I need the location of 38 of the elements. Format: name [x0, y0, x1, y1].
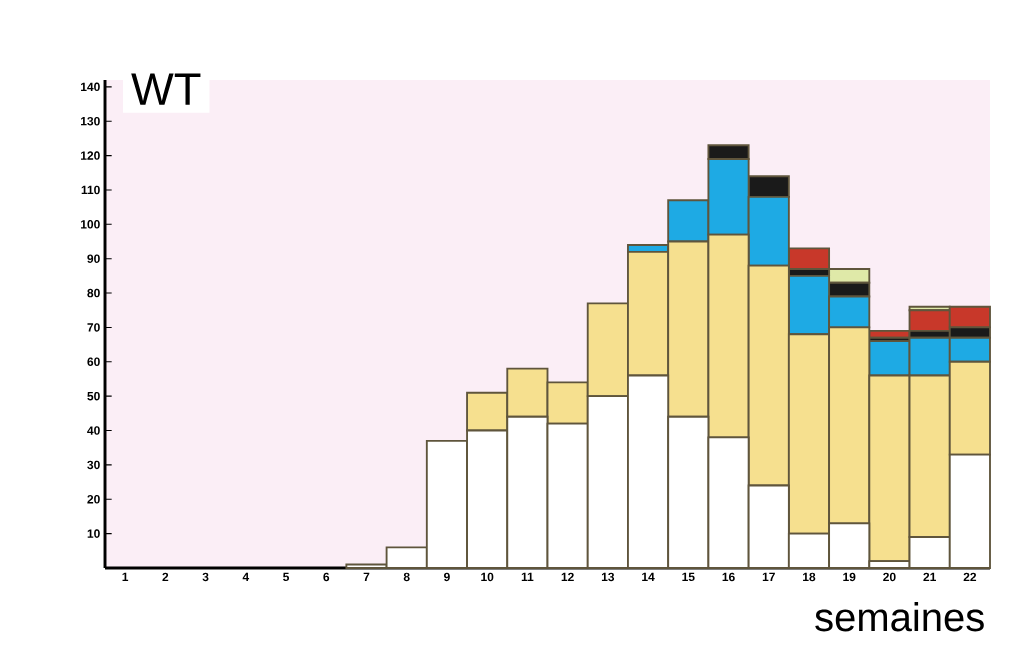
x-tick-label: 13 — [601, 572, 615, 582]
x-tick-label: 12 — [561, 572, 574, 582]
x-tick-label: 10 — [481, 572, 494, 582]
y-tick-label: 140 — [81, 82, 100, 92]
x-tick-label: 4 — [242, 572, 250, 581]
y-tick-label: 110 — [81, 185, 100, 195]
x-axis-title: semaines — [815, 602, 984, 632]
y-tick-label: 120 — [81, 151, 100, 160]
x-tick-label: 16 — [722, 572, 735, 582]
y-tick-label: 30 — [87, 460, 100, 470]
y-tick-label: 20 — [87, 495, 100, 504]
x-tick-label: 17 — [762, 572, 775, 581]
x-tick-label: 2 — [162, 572, 169, 582]
y-tick-label: 70 — [87, 323, 100, 332]
x-tick-label: 22 — [963, 572, 977, 582]
x-tick-label: 18 — [803, 572, 816, 582]
y-tick-label: 80 — [87, 288, 100, 298]
y-tick-label: 60 — [87, 357, 100, 367]
x-tick-label: 3 — [202, 572, 209, 582]
y-tick-label: 10 — [87, 529, 100, 538]
annotation: WT — [131, 73, 201, 105]
x-tick-label: 19 — [843, 572, 856, 582]
x-tick-label: 1 — [122, 572, 129, 581]
x-tick-label: 20 — [883, 572, 896, 582]
x-tick-label: 15 — [682, 572, 695, 582]
y-tick-label: 50 — [87, 391, 100, 401]
y-tick-label: 40 — [87, 426, 100, 435]
x-tick-label: 5 — [283, 572, 290, 582]
x-tick-label: 14 — [642, 572, 655, 581]
x-tick-label: 21 — [923, 572, 936, 582]
x-tick-label: 6 — [323, 572, 330, 582]
x-tick-label: 9 — [444, 572, 450, 582]
y-tick-label: 90 — [87, 254, 100, 263]
y-tick-label: 100 — [81, 220, 100, 229]
x-tick-label: 7 — [363, 572, 370, 581]
x-tick-label: 8 — [403, 572, 410, 582]
x-tick-label: 11 — [521, 572, 534, 581]
y-tick-label: 130 — [81, 116, 100, 126]
